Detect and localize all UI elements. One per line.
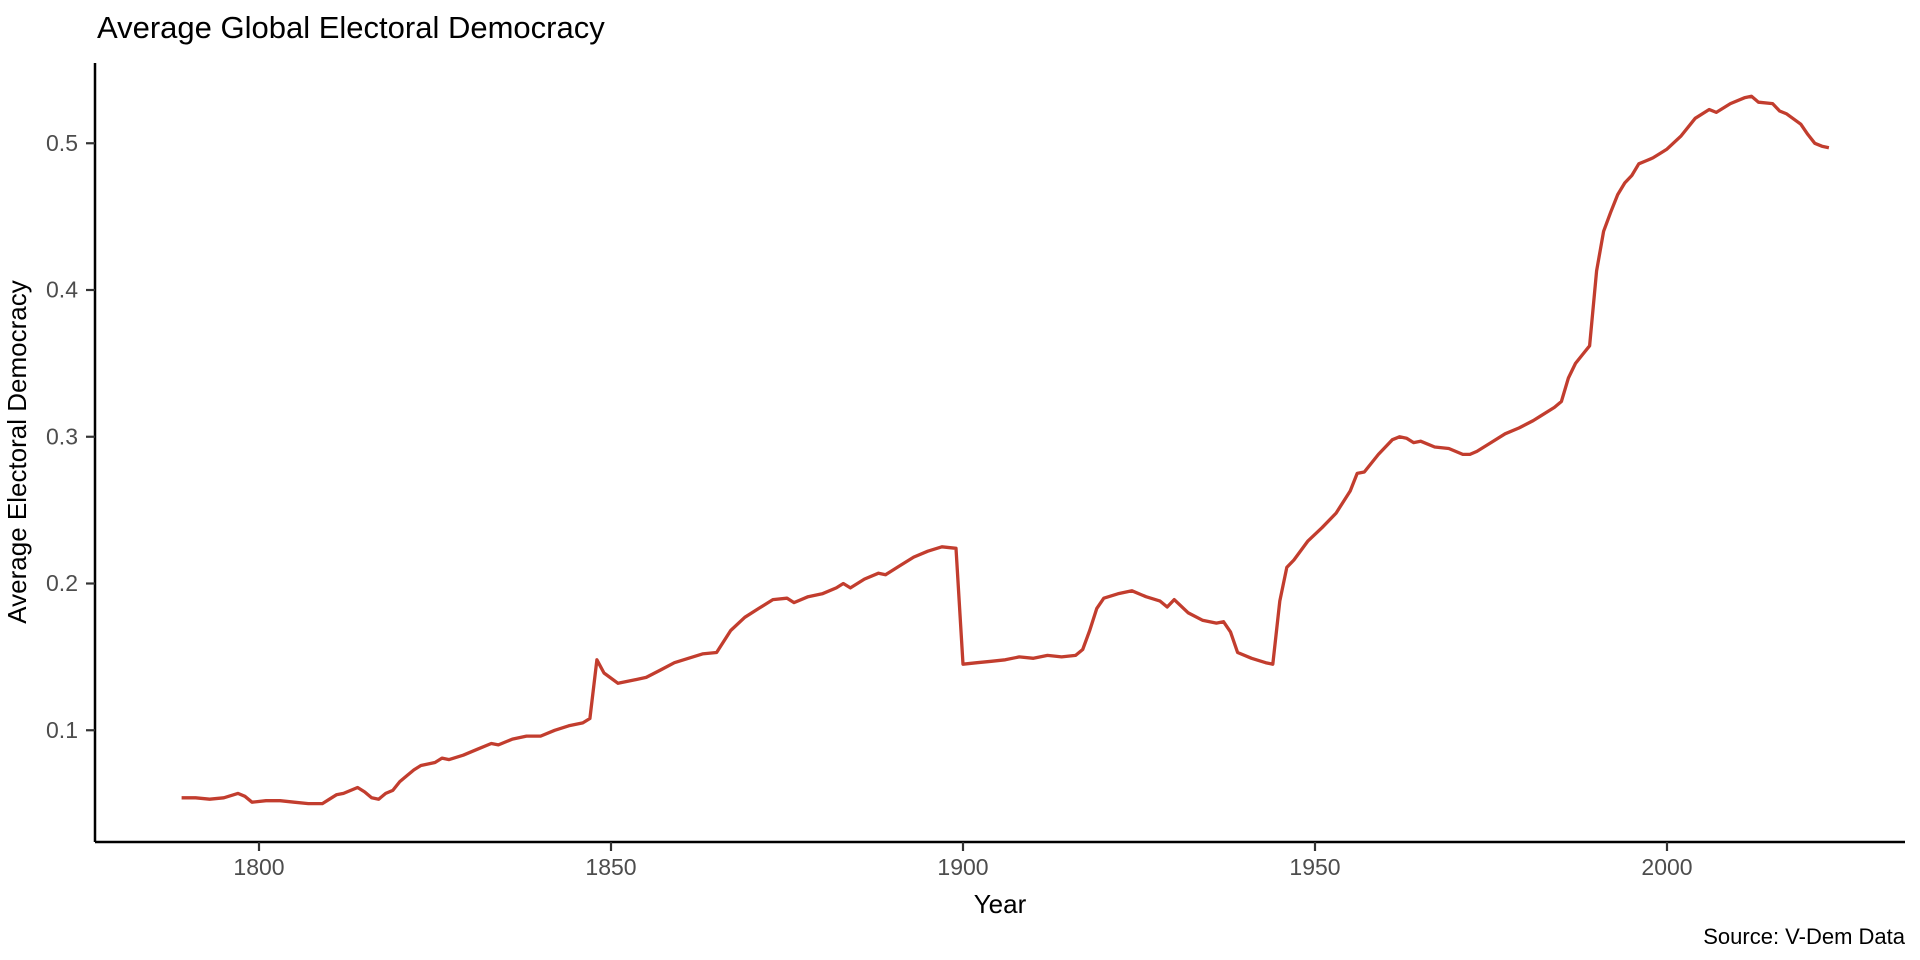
y-tick-label: 0.1: [46, 717, 78, 743]
x-tick-label: 2000: [1641, 854, 1692, 880]
x-tick-label: 1800: [233, 854, 284, 880]
y-tick-label: 0.2: [46, 570, 78, 596]
x-axis-title: Year: [974, 889, 1027, 919]
series-line: [181, 94, 1830, 806]
y-axis-title: Average Electoral Democracy: [2, 280, 32, 623]
source-note: Source: V-Dem Data: [1703, 924, 1906, 949]
x-tick-label: 1950: [1289, 854, 1340, 880]
x-tick-label: 1900: [937, 854, 988, 880]
plot-area: 1800 1850 1900 1950 2000 0.1 0.2 0.3 0.4 0.5: [46, 63, 1905, 880]
y-tick-label: 0.4: [46, 277, 78, 303]
y-tick-label: 0.5: [46, 130, 78, 156]
chart-title: Average Global Electoral Democracy: [97, 10, 605, 45]
y-tick-label: 0.3: [46, 423, 78, 449]
x-tick-label: 1850: [585, 854, 636, 880]
